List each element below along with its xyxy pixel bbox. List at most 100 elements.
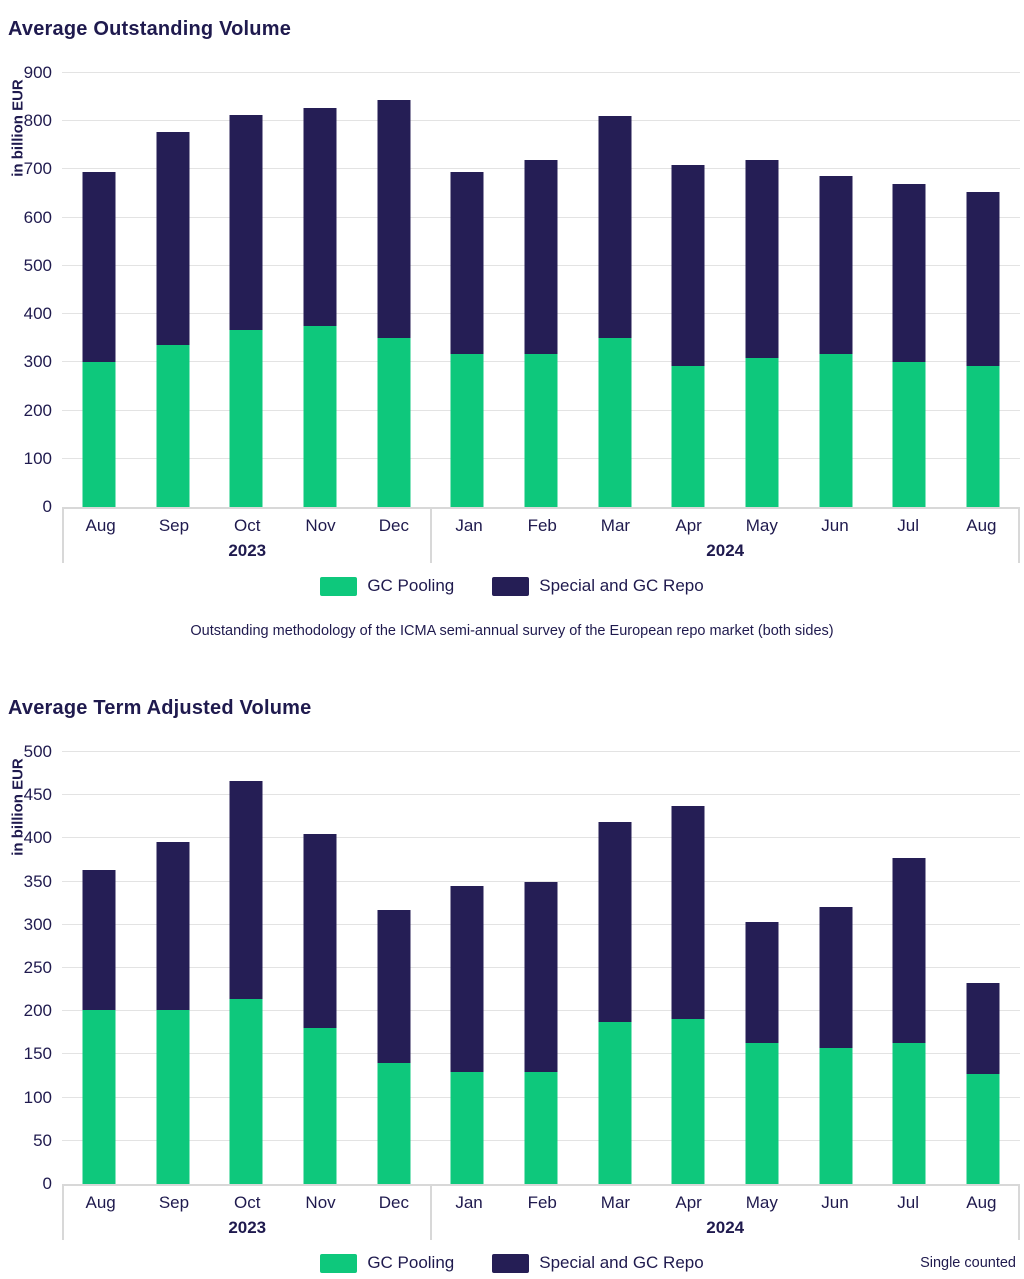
bar-segment-special-and-gc-repo bbox=[377, 99, 411, 338]
bar-segment-special-and-gc-repo bbox=[892, 184, 926, 362]
bar-segment-gc-pooling bbox=[892, 361, 926, 507]
legend-item-special-and-gc-repo: Special and GC Repo bbox=[492, 576, 704, 596]
month-label: Apr bbox=[675, 516, 702, 535]
bar-segment-gc-pooling bbox=[598, 337, 632, 507]
bar-segment-gc-pooling bbox=[156, 1010, 190, 1184]
month-label: Aug bbox=[966, 1193, 997, 1212]
bar-segment-gc-pooling bbox=[377, 337, 411, 507]
bar-segment-special-and-gc-repo bbox=[524, 160, 558, 355]
y-tick-label: 350 bbox=[23, 871, 52, 891]
legend-label: Special and GC Repo bbox=[539, 1253, 704, 1272]
y-tick-label: 0 bbox=[42, 497, 52, 516]
bar-slot bbox=[357, 752, 431, 1184]
bar-slot bbox=[946, 752, 1020, 1184]
legend-label: Special and GC Repo bbox=[539, 576, 704, 595]
month-label: Jan bbox=[455, 1193, 483, 1212]
gridline bbox=[62, 837, 1020, 839]
bar-segment-gc-pooling bbox=[303, 1027, 337, 1184]
stacked-bar-mar-7 bbox=[598, 115, 632, 507]
bar-slot bbox=[209, 752, 283, 1184]
month-labels: Aug Sep Oct Nov Dec bbox=[64, 1186, 430, 1213]
chart-title: Average Outstanding Volume bbox=[8, 18, 292, 40]
stacked-bar-sep-1 bbox=[156, 131, 190, 507]
month-label: May bbox=[745, 516, 778, 535]
y-tick-label: 800 bbox=[23, 111, 52, 131]
month-label: May bbox=[745, 1193, 778, 1212]
single-counted-note: Single counted bbox=[920, 1255, 1016, 1271]
month-labels: Aug Sep Oct Nov Dec bbox=[64, 509, 430, 536]
stacked-bar-aug-0 bbox=[82, 171, 116, 507]
legend-label: GC Pooling bbox=[367, 1253, 455, 1272]
bar-segment-special-and-gc-repo bbox=[671, 164, 705, 367]
bar-segment-special-and-gc-repo bbox=[966, 982, 1000, 1075]
bar-segment-gc-pooling bbox=[450, 354, 484, 507]
gridline bbox=[62, 794, 1020, 796]
y-tick-label: 600 bbox=[23, 207, 52, 227]
stacked-bar-jan-5 bbox=[450, 885, 484, 1184]
bar-slot bbox=[578, 752, 652, 1184]
y-tick-label: 150 bbox=[23, 1044, 52, 1064]
bar-segment-gc-pooling bbox=[745, 358, 779, 507]
bar-slots bbox=[62, 73, 1020, 507]
year-group-2024: Jan Feb Mar Apr May Jun Jul Aug 2024 bbox=[430, 1186, 1020, 1240]
bar-slot bbox=[209, 73, 283, 507]
month-label: Apr bbox=[675, 1193, 702, 1212]
y-tick-label: 50 bbox=[33, 1130, 52, 1150]
month-label: Oct bbox=[234, 1193, 261, 1212]
legend-swatch bbox=[320, 1253, 358, 1273]
stacked-bar-oct-2 bbox=[229, 115, 263, 507]
month-label: Mar bbox=[600, 1193, 631, 1212]
bar-segment-special-and-gc-repo bbox=[819, 906, 853, 1048]
bar-segment-special-and-gc-repo bbox=[229, 781, 263, 1000]
month-label: Sep bbox=[158, 516, 190, 535]
legend-item-gc-pooling: GC Pooling bbox=[320, 576, 454, 596]
month-label: Aug bbox=[85, 516, 116, 535]
outstanding-volume-chart: Average Outstanding Volume in billion EU… bbox=[0, 0, 1024, 639]
month-label: Jan bbox=[455, 516, 483, 535]
stacked-bar-nov-3 bbox=[303, 107, 337, 507]
gridline bbox=[62, 120, 1020, 122]
stacked-bar-may-9 bbox=[745, 922, 779, 1184]
bar-segment-special-and-gc-repo bbox=[450, 171, 484, 355]
month-label: Dec bbox=[378, 1193, 409, 1212]
bar-slot bbox=[578, 73, 652, 507]
plot-area: in billion EUR 0 50 100 150 200 250 300 350 400 4… bbox=[10, 742, 1020, 1193]
bar-segment-gc-pooling bbox=[819, 1047, 853, 1184]
bar-segment-special-and-gc-repo bbox=[303, 834, 337, 1028]
stacked-bar-jul-11 bbox=[892, 184, 926, 507]
y-tick-label: 700 bbox=[23, 159, 52, 179]
stacked-bar-mar-7 bbox=[598, 822, 632, 1184]
stacked-bar-oct-2 bbox=[229, 781, 263, 1184]
bar-segment-gc-pooling bbox=[524, 1071, 558, 1184]
y-tick-label: 0 bbox=[42, 1174, 52, 1193]
month-labels: Jan Feb Mar Apr May Jun Jul Aug bbox=[432, 509, 1018, 536]
bar-slot bbox=[504, 752, 578, 1184]
x-axis-band: Aug Sep Oct Nov Dec 2023 Jan Feb Mar Apr May Jun Jul… bbox=[62, 507, 1020, 563]
bar-segment-special-and-gc-repo bbox=[156, 131, 190, 346]
month-label: Nov bbox=[305, 516, 336, 535]
stacked-bar-apr-8 bbox=[671, 805, 705, 1184]
bar-segment-gc-pooling bbox=[377, 1063, 411, 1184]
stacked-bar-may-9 bbox=[745, 160, 779, 507]
gridline bbox=[62, 72, 1020, 73]
month-label: Jul bbox=[897, 516, 920, 535]
y-tick-label: 450 bbox=[23, 785, 52, 805]
stacked-bar-dec-4 bbox=[377, 910, 411, 1184]
bar-segment-gc-pooling bbox=[598, 1022, 632, 1184]
stacked-bar-aug-0 bbox=[82, 870, 116, 1184]
bar-segment-gc-pooling bbox=[819, 354, 853, 507]
bar-segment-gc-pooling bbox=[82, 362, 116, 507]
bar-slot bbox=[136, 752, 210, 1184]
stacked-bar-apr-8 bbox=[671, 164, 705, 507]
month-label: Aug bbox=[85, 1193, 116, 1212]
bar-segment-special-and-gc-repo bbox=[377, 910, 411, 1064]
stacked-bar-jul-11 bbox=[892, 858, 926, 1184]
bar-segment-special-and-gc-repo bbox=[745, 922, 779, 1044]
month-label: Jun bbox=[821, 516, 849, 535]
y-tick-label: 300 bbox=[23, 352, 52, 372]
bar-slot bbox=[430, 752, 504, 1184]
year-group-2023: Aug Sep Oct Nov Dec 2023 bbox=[62, 1186, 430, 1240]
bar-segment-special-and-gc-repo bbox=[745, 160, 779, 358]
stacked-bar-feb-6 bbox=[524, 882, 558, 1184]
bar-segment-special-and-gc-repo bbox=[819, 176, 853, 355]
